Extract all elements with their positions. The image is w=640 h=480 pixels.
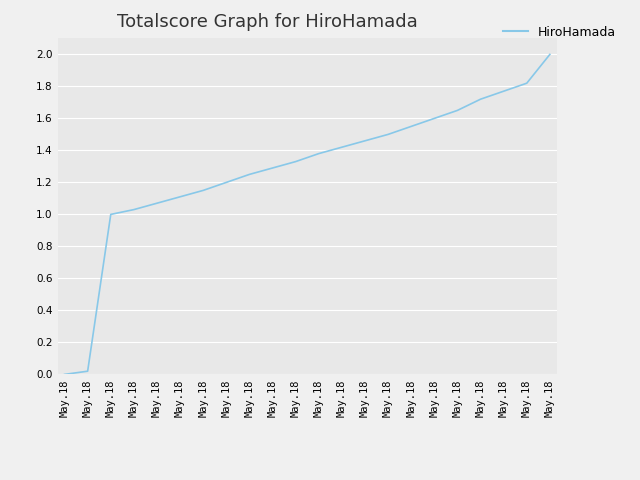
Line: HiroHamada: HiroHamada <box>65 54 550 374</box>
HiroHamada <box>61 372 68 377</box>
HiroHamada <box>176 194 184 200</box>
HiroHamada <box>523 80 531 86</box>
HiroHamada <box>407 123 415 129</box>
HiroHamada <box>338 144 346 150</box>
HiroHamada <box>199 188 207 193</box>
HiroHamada <box>246 171 253 177</box>
HiroHamada <box>84 368 92 374</box>
HiroHamada <box>130 207 138 213</box>
HiroHamada <box>153 200 161 206</box>
HiroHamada <box>361 138 369 144</box>
HiroHamada <box>269 165 276 171</box>
HiroHamada <box>500 88 508 94</box>
HiroHamada <box>477 96 484 102</box>
HiroHamada <box>315 151 323 156</box>
HiroHamada <box>384 132 392 137</box>
Legend: HiroHamada: HiroHamada <box>498 21 621 44</box>
HiroHamada <box>546 51 554 57</box>
Title: Totalscore Graph for HiroHamada: Totalscore Graph for HiroHamada <box>117 13 418 31</box>
HiroHamada <box>223 180 230 185</box>
HiroHamada <box>454 108 461 113</box>
HiroHamada <box>292 159 300 165</box>
HiroHamada <box>107 212 115 217</box>
HiroHamada <box>431 116 438 121</box>
